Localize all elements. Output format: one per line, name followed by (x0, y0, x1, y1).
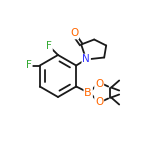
Text: O: O (70, 29, 78, 38)
Text: N: N (82, 55, 90, 64)
Text: F: F (26, 60, 32, 71)
Text: F: F (46, 41, 52, 51)
Text: O: O (95, 78, 103, 88)
Text: B: B (84, 88, 92, 97)
Text: O: O (95, 97, 103, 107)
